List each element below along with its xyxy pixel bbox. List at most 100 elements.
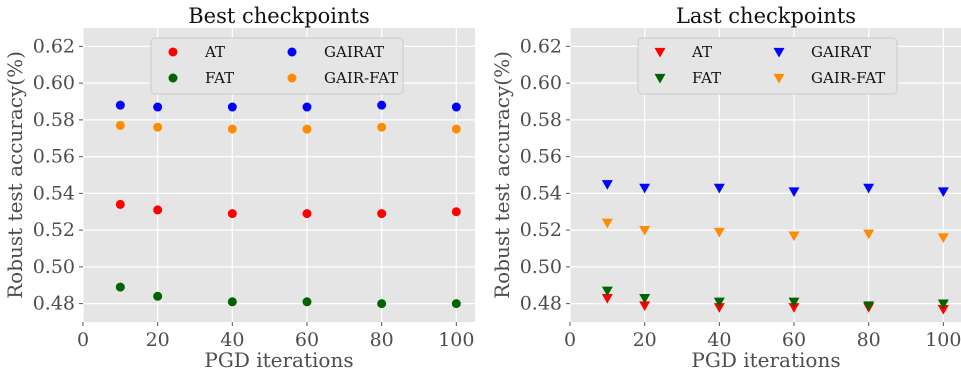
y-tick-label: 0.48 — [33, 293, 75, 315]
x-tick-label: 20 — [633, 329, 657, 351]
legend: AT FAT GAIRAT GAIR-FAT — [150, 37, 404, 95]
data-point — [302, 297, 312, 307]
data-point — [863, 183, 875, 194]
data-point — [713, 227, 725, 238]
y-tick-label: 0.60 — [520, 72, 562, 94]
chart-title: Best checkpoints — [188, 4, 370, 28]
x-tick-label: 80 — [370, 329, 394, 351]
legend-label: GAIRAT — [811, 43, 871, 61]
data-point — [639, 183, 651, 194]
legend-marker — [773, 73, 785, 84]
data-point — [302, 124, 312, 134]
x-tick-label: 60 — [295, 329, 319, 351]
y-tick-label: 0.62 — [520, 35, 562, 57]
legend-marker — [773, 47, 785, 58]
legend-marker — [287, 47, 297, 57]
data-point — [788, 187, 800, 198]
legend-label: FAT — [205, 69, 234, 87]
data-point — [937, 187, 949, 198]
data-point — [863, 301, 875, 311]
y-tick-label: 0.60 — [33, 72, 75, 94]
data-point — [115, 100, 125, 110]
data-point — [713, 303, 725, 313]
data-point — [115, 120, 125, 130]
data-point — [377, 100, 387, 110]
data-point — [601, 180, 613, 190]
data-point — [451, 102, 461, 112]
y-tick-label: 0.52 — [520, 219, 562, 241]
data-point — [153, 205, 163, 215]
legend-label: AT — [204, 43, 225, 61]
series-fat — [115, 282, 461, 309]
y-tick-label: 0.54 — [33, 182, 75, 204]
data-point — [115, 282, 125, 292]
legend-label: FAT — [692, 69, 721, 87]
legend-marker — [168, 73, 178, 83]
data-point — [451, 207, 461, 217]
legend-box — [637, 37, 898, 95]
data-point — [227, 209, 237, 219]
data-point — [153, 122, 163, 132]
data-point — [937, 305, 949, 315]
chart-panel-2: 0.48 0.50 0.52 0.54 0.56 0.58 0.60 0.62 0 20 40 60 8… — [490, 4, 961, 372]
data-point — [302, 209, 312, 219]
data-point — [227, 124, 237, 134]
chart-title: Last checkpoints — [676, 4, 856, 28]
data-point — [601, 218, 613, 229]
series-gairat — [115, 100, 461, 112]
y-tick-label: 0.48 — [520, 293, 562, 315]
x-tick-label: 60 — [782, 329, 806, 351]
x-tick-label: 100 — [925, 329, 961, 351]
data-point — [302, 102, 312, 112]
x-tick-label: 80 — [857, 329, 881, 351]
data-point — [153, 102, 163, 112]
y-tick-label: 0.62 — [33, 35, 75, 57]
y-tick-label: 0.54 — [520, 182, 562, 204]
x-axis-label: PGD iterations — [691, 348, 840, 372]
series-fat — [601, 286, 949, 311]
data-point — [377, 209, 387, 219]
data-point — [451, 124, 461, 134]
series-at — [115, 199, 461, 219]
data-point — [937, 299, 949, 310]
data-point — [451, 299, 461, 309]
chart-panel-1: 0.48 0.50 0.52 0.54 0.56 0.58 0.60 0.62 0 20 40 60 8… — [3, 4, 475, 372]
legend-box — [150, 37, 404, 95]
x-tick-label: 0 — [564, 329, 576, 351]
legend-label: GAIR-FAT — [324, 69, 398, 87]
data-point — [377, 122, 387, 132]
data-point — [937, 233, 949, 243]
x-tick-label: 40 — [707, 329, 731, 351]
data-point — [713, 297, 725, 308]
y-tick-label: 0.58 — [520, 109, 562, 131]
data-point — [788, 231, 800, 242]
data-point — [639, 293, 651, 304]
legend-label: AT — [691, 43, 712, 61]
data-point — [227, 102, 237, 112]
data-point — [227, 297, 237, 307]
legend-label: GAIRAT — [324, 43, 384, 61]
data-point — [788, 303, 800, 313]
y-axis-label: Robust test accuracy(%) — [3, 51, 27, 299]
data-point — [601, 286, 613, 297]
data-point — [601, 293, 613, 304]
x-axis-label: PGD iterations — [204, 348, 353, 372]
legend-marker — [168, 47, 178, 57]
series-gair-fat — [601, 218, 949, 243]
y-tick-label: 0.56 — [520, 146, 562, 168]
y-tick-label: 0.50 — [520, 256, 562, 278]
y-tick-label: 0.56 — [33, 146, 75, 168]
legend-label: GAIR-FAT — [811, 69, 885, 87]
legend: AT FAT GAIRAT GAIR-FAT — [637, 37, 898, 95]
data-point — [713, 183, 725, 194]
x-tick-label: 0 — [77, 329, 89, 351]
y-tick-label: 0.52 — [33, 219, 75, 241]
series-gair-fat — [115, 120, 461, 134]
y-tick-label: 0.58 — [33, 109, 75, 131]
legend-marker — [287, 73, 297, 83]
data-point — [377, 299, 387, 309]
y-tick-label: 0.50 — [33, 256, 75, 278]
x-tick-label: 40 — [220, 329, 244, 351]
legend-marker — [654, 47, 666, 58]
data-point — [639, 301, 651, 311]
